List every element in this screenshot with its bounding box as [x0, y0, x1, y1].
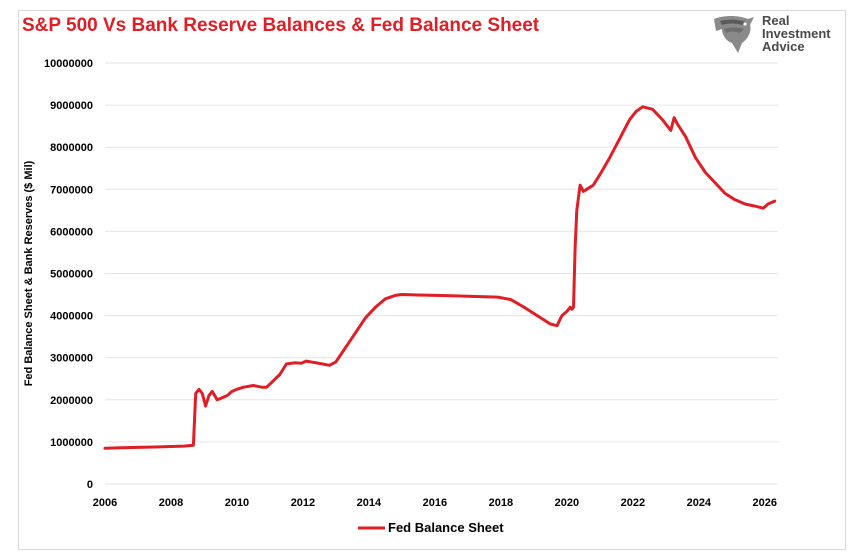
x-tick-label: 2014 [357, 497, 382, 509]
y-tick-label: 5000000 [50, 269, 93, 281]
x-tick-label: 2016 [423, 497, 447, 509]
x-tick-label: 2024 [687, 497, 712, 509]
x-tick-label: 2022 [621, 497, 645, 509]
brand-logo: Real Investment Advice [712, 13, 842, 57]
y-tick-label: 2000000 [50, 395, 93, 407]
x-tick-label: 2026 [753, 497, 777, 509]
legend: Fed Balance Sheet [358, 520, 504, 535]
logo-line-3: Advice [762, 39, 805, 54]
logo-line-2: Investment [762, 26, 831, 41]
page-title: S&P 500 Vs Bank Reserve Balances & Fed B… [22, 15, 540, 36]
y-tick-label: 4000000 [50, 311, 93, 323]
x-tick-label: 2010 [225, 497, 249, 509]
y-tick-labels: 0 1000000 2000000 3000000 4000000 5000000 6000… [44, 58, 93, 491]
y-axis-label: Fed Balance Sheet & Bank Reserves ($ Mil… [23, 160, 35, 386]
y-tick-label: 7000000 [50, 184, 93, 196]
grid-lines [105, 62, 778, 485]
logo-line-1: Real [762, 13, 790, 28]
x-tick-label: 2018 [489, 497, 513, 509]
chart-border [18, 10, 846, 550]
y-tick-label: 0 [87, 479, 93, 491]
y-tick-label: 3000000 [50, 353, 93, 365]
x-tick-labels: 2006 2008 2010 2012 2014 2016 2018 2020 2022 2024… [93, 497, 777, 509]
x-tick-label: 2008 [159, 497, 183, 509]
legend-label: Fed Balance Sheet [388, 520, 504, 535]
series-lines [103, 105, 777, 450]
eagle-icon [714, 16, 754, 53]
x-tick-label: 2006 [93, 497, 117, 509]
series-line [103, 105, 777, 450]
x-tick-label: 2012 [291, 497, 315, 509]
y-tick-label: 6000000 [50, 226, 93, 238]
y-tick-label: 1000000 [50, 437, 93, 449]
y-tick-label: 8000000 [50, 142, 93, 154]
y-tick-label: 10000000 [44, 58, 93, 70]
y-tick-label: 9000000 [50, 100, 93, 112]
x-tick-label: 2020 [555, 497, 579, 509]
